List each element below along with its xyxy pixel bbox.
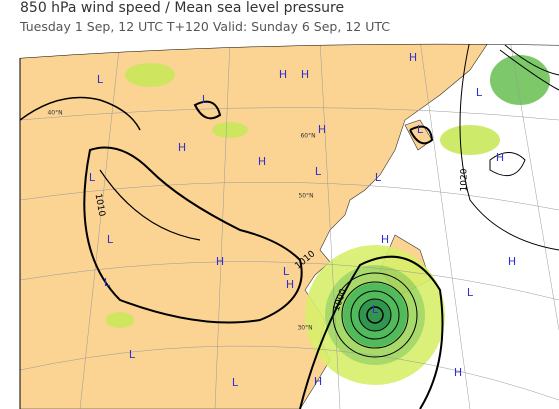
pressure-center: H	[454, 366, 462, 379]
pressure-center: L	[89, 171, 96, 184]
isobars	[20, 43, 559, 409]
isobar-label: 1020	[460, 168, 470, 191]
isobar-label: 1010	[93, 193, 107, 218]
pressure-center: L	[104, 276, 111, 289]
latitude-label: 40°N	[47, 110, 62, 117]
pressure-center: H	[286, 278, 294, 291]
pressure-center: H	[314, 375, 322, 388]
pressure-center: H	[496, 151, 504, 164]
pressure-center: L	[375, 171, 382, 184]
pressure-center: L	[372, 303, 379, 316]
pressure-center: L	[315, 165, 322, 178]
map-area	[20, 43, 559, 409]
pressure-center: H	[216, 255, 224, 268]
pressure-center: L	[417, 123, 424, 136]
pressure-center: H	[279, 68, 287, 81]
pressure-center: H	[258, 155, 266, 168]
land	[20, 43, 491, 409]
subtitle: Tuesday 1 Sep, 12 UTC T+120 Valid: Sunda…	[20, 19, 390, 34]
pressure-center: H	[178, 141, 186, 154]
pressure-center: H	[301, 68, 309, 81]
pressure-center: L	[232, 376, 239, 389]
pressure-center: H	[409, 51, 417, 64]
latitude-label: 50°N	[298, 193, 313, 200]
pressure-center: L	[129, 348, 136, 361]
pressure-center: H	[381, 233, 389, 246]
title: 850 hPa wind speed / Mean sea level pres…	[20, 0, 345, 16]
pressure-center: H	[508, 255, 516, 268]
latitude-label: 30°N	[297, 325, 312, 332]
pressure-center: H	[318, 123, 326, 136]
pressure-center: L	[97, 73, 104, 86]
latitude-label: 60°N	[300, 133, 315, 140]
pressure-center: L	[283, 265, 290, 278]
pressure-center: L	[467, 286, 474, 299]
pressure-center: L	[107, 233, 114, 246]
pressure-center: L	[476, 86, 483, 99]
pressure-center: L	[202, 93, 209, 106]
wind-shading	[106, 55, 550, 385]
